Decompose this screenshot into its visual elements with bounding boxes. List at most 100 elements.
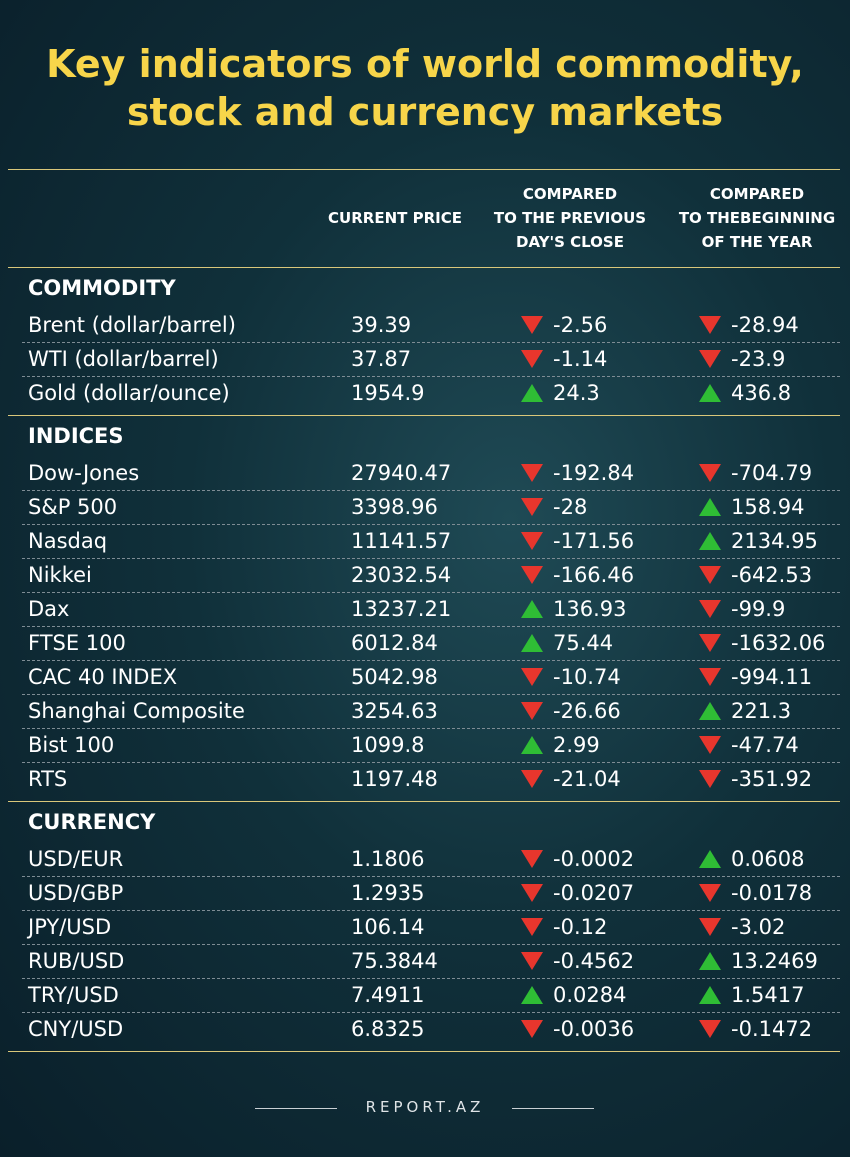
up-arrow <box>521 986 543 1004</box>
cell-value: -1632.06 <box>731 631 826 655</box>
column-header: COMPARED <box>709 185 805 203</box>
cell-value: -994.11 <box>731 665 813 689</box>
section-rule <box>8 415 840 416</box>
cell-value: 39.39 <box>351 313 412 337</box>
cell-value: 0.0608 <box>731 847 805 871</box>
cell-value: 136.93 <box>553 597 627 621</box>
column-header: CURRENT PRICE <box>328 209 462 227</box>
cell-value: 6.8325 <box>351 1017 425 1041</box>
cell-value: -2.56 <box>553 313 608 337</box>
cell-value: 7.4911 <box>351 983 425 1007</box>
cell-value: 75.44 <box>553 631 614 655</box>
down-arrow <box>521 498 543 516</box>
footer-brand: REPORT.AZ <box>365 1098 485 1116</box>
down-arrow <box>521 350 543 368</box>
cell-value: -26.66 <box>553 699 621 723</box>
cell-value: 221.3 <box>731 699 792 723</box>
down-arrow <box>699 918 721 936</box>
row-label: S&P 500 <box>28 495 118 519</box>
row-separator <box>22 910 840 911</box>
cell-value: -0.0002 <box>553 847 635 871</box>
down-arrow <box>521 464 543 482</box>
cell-value: -642.53 <box>731 563 813 587</box>
row-label: RTS <box>28 767 68 791</box>
cell-value: 75.3844 <box>351 949 438 973</box>
cell-value: 436.8 <box>731 381 792 405</box>
cell-value: -351.92 <box>731 767 813 791</box>
cell-value: 106.14 <box>351 915 425 939</box>
column-header: TO THE PREVIOUS <box>493 209 647 227</box>
down-arrow <box>521 532 543 550</box>
row-label: WTI (dollar/barrel) <box>28 347 219 371</box>
down-arrow <box>699 350 721 368</box>
cell-value: -10.74 <box>553 665 621 689</box>
row-separator <box>22 876 840 877</box>
cell-value: -99.9 <box>731 597 786 621</box>
footer-line <box>255 1108 337 1109</box>
up-arrow <box>699 702 721 720</box>
down-arrow <box>699 1020 721 1038</box>
row-label: CNY/USD <box>28 1017 124 1041</box>
cell-value: -171.56 <box>553 529 635 553</box>
cell-value: -28 <box>553 495 588 519</box>
cell-value: -704.79 <box>731 461 813 485</box>
cell-value: 6012.84 <box>351 631 438 655</box>
cell-value: 3398.96 <box>351 495 438 519</box>
cell-value: -28.94 <box>731 313 799 337</box>
up-arrow <box>699 850 721 868</box>
row-label: JPY/USD <box>28 915 112 939</box>
down-arrow <box>521 952 543 970</box>
row-separator <box>22 978 840 979</box>
row-separator <box>22 524 840 525</box>
column-header: OF THE YEAR <box>701 233 813 251</box>
section-rule <box>8 1051 840 1052</box>
cell-value: -0.0178 <box>731 881 813 905</box>
header-rule <box>8 267 840 268</box>
column-header: COMPARED <box>522 185 618 203</box>
row-separator <box>22 762 840 763</box>
row-separator <box>22 694 840 695</box>
down-arrow <box>521 918 543 936</box>
cell-value: 1.1806 <box>351 847 425 871</box>
up-arrow <box>699 532 721 550</box>
row-label: RUB/USD <box>28 949 125 973</box>
down-arrow <box>521 884 543 902</box>
row-separator <box>22 376 840 377</box>
footer-line <box>512 1108 594 1109</box>
cell-value: -166.46 <box>553 563 635 587</box>
cell-value: 23032.54 <box>351 563 452 587</box>
section-header: CURRENCY <box>28 810 156 834</box>
up-arrow <box>521 600 543 618</box>
cell-value: 1197.48 <box>351 767 438 791</box>
cell-value: 13237.21 <box>351 597 452 621</box>
cell-value: 2.99 <box>553 733 600 757</box>
row-label: Nikkei <box>28 563 92 587</box>
cell-value: 5042.98 <box>351 665 438 689</box>
row-separator <box>22 558 840 559</box>
down-arrow <box>699 316 721 334</box>
cell-value: -0.4562 <box>553 949 635 973</box>
down-arrow <box>699 464 721 482</box>
row-label: Nasdaq <box>28 529 108 553</box>
cell-value: 1099.8 <box>351 733 425 757</box>
down-arrow <box>699 770 721 788</box>
cell-value: 24.3 <box>553 381 600 405</box>
section-header: COMMODITY <box>28 276 176 300</box>
down-arrow <box>699 884 721 902</box>
row-separator <box>22 728 840 729</box>
section-header: INDICES <box>28 424 124 448</box>
up-arrow <box>699 498 721 516</box>
cell-value: -0.12 <box>553 915 608 939</box>
down-arrow <box>699 600 721 618</box>
cell-value: 11141.57 <box>351 529 452 553</box>
up-arrow <box>699 952 721 970</box>
row-label: Bist 100 <box>28 733 115 757</box>
cell-value: 2134.95 <box>731 529 818 553</box>
row-label: Shanghai Composite <box>28 699 245 723</box>
down-arrow <box>521 316 543 334</box>
cell-value: 0.0284 <box>553 983 627 1007</box>
cell-value: -0.0036 <box>553 1017 635 1041</box>
cell-value: -0.1472 <box>731 1017 813 1041</box>
up-arrow <box>521 634 543 652</box>
